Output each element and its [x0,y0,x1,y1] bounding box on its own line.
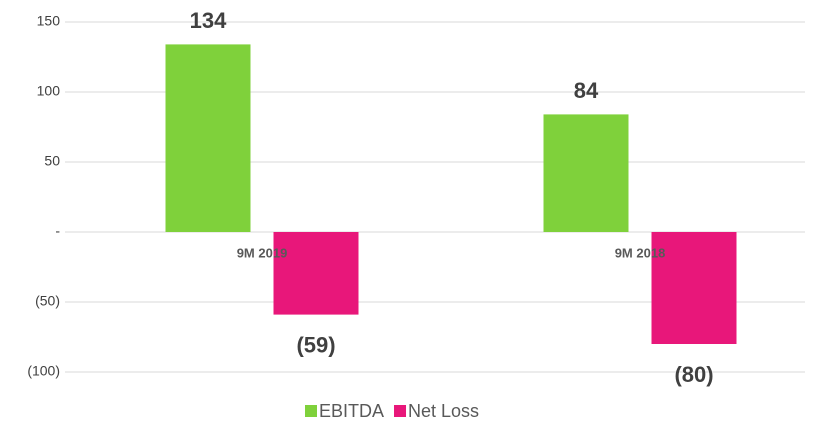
bar [651,232,737,344]
x-tick-label: 9M 2018 [615,245,666,260]
y-tick-label: 50 [44,153,60,169]
y-tick-label: 150 [37,13,61,29]
bar [165,44,251,233]
legend-label: Net Loss [408,401,479,421]
legend-swatch [394,405,407,417]
data-label: 134 [190,8,227,33]
y-tick-label: (50) [35,293,60,309]
data-label: (59) [296,332,335,357]
bar [273,232,359,315]
y-tick-label: (100) [27,363,60,379]
data-label: 84 [574,78,599,103]
x-tick-label: 9M 2019 [237,245,288,260]
data-label: (80) [674,362,713,387]
legend-label: EBITDA [319,401,384,421]
bar [543,114,629,232]
y-tick-label: 100 [37,83,61,99]
y-tick-label: - [55,223,60,239]
legend-swatch [305,405,317,417]
